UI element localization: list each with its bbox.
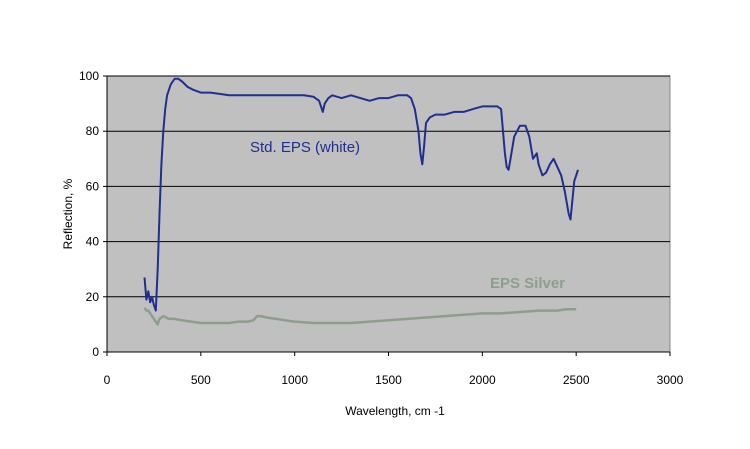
gridlines xyxy=(107,75,670,298)
y-tick-label-80: 80 xyxy=(86,124,100,138)
x-tick-label-2000: 2000 xyxy=(469,373,496,387)
series-layer xyxy=(143,77,579,326)
series-line-std-eps-white xyxy=(143,77,579,312)
y-tick-labels: 0 20 40 60 80 100 xyxy=(79,69,107,359)
y-tick-label-100: 100 xyxy=(79,69,99,83)
x-tick-label-1000: 1000 xyxy=(281,373,308,387)
series-label-eps-silver: EPS Silver xyxy=(490,275,565,292)
x-tick-label-2500: 2500 xyxy=(563,373,590,387)
x-tick-label-500: 500 xyxy=(191,373,211,387)
y-tick-label-20: 20 xyxy=(86,290,100,304)
x-tick-label-0: 0 xyxy=(104,373,111,387)
y-tick-label-0: 0 xyxy=(92,345,99,359)
y-axis-title: Reflection, % xyxy=(61,178,75,249)
x-tick-labels: 0 500 1000 1500 2000 2500 3000 xyxy=(104,352,684,387)
plot-area xyxy=(106,75,671,353)
y-tick-label-60: 60 xyxy=(86,179,100,193)
series-label-std-eps-white: Std. EPS (white) xyxy=(250,139,360,156)
series-line-eps-silver xyxy=(143,307,577,326)
x-axis-title: Wavelength, cm -1 xyxy=(345,404,445,418)
y-tick-label-40: 40 xyxy=(86,235,100,249)
x-tick-label-3000: 3000 xyxy=(657,373,684,387)
x-tick-label-1500: 1500 xyxy=(375,373,402,387)
